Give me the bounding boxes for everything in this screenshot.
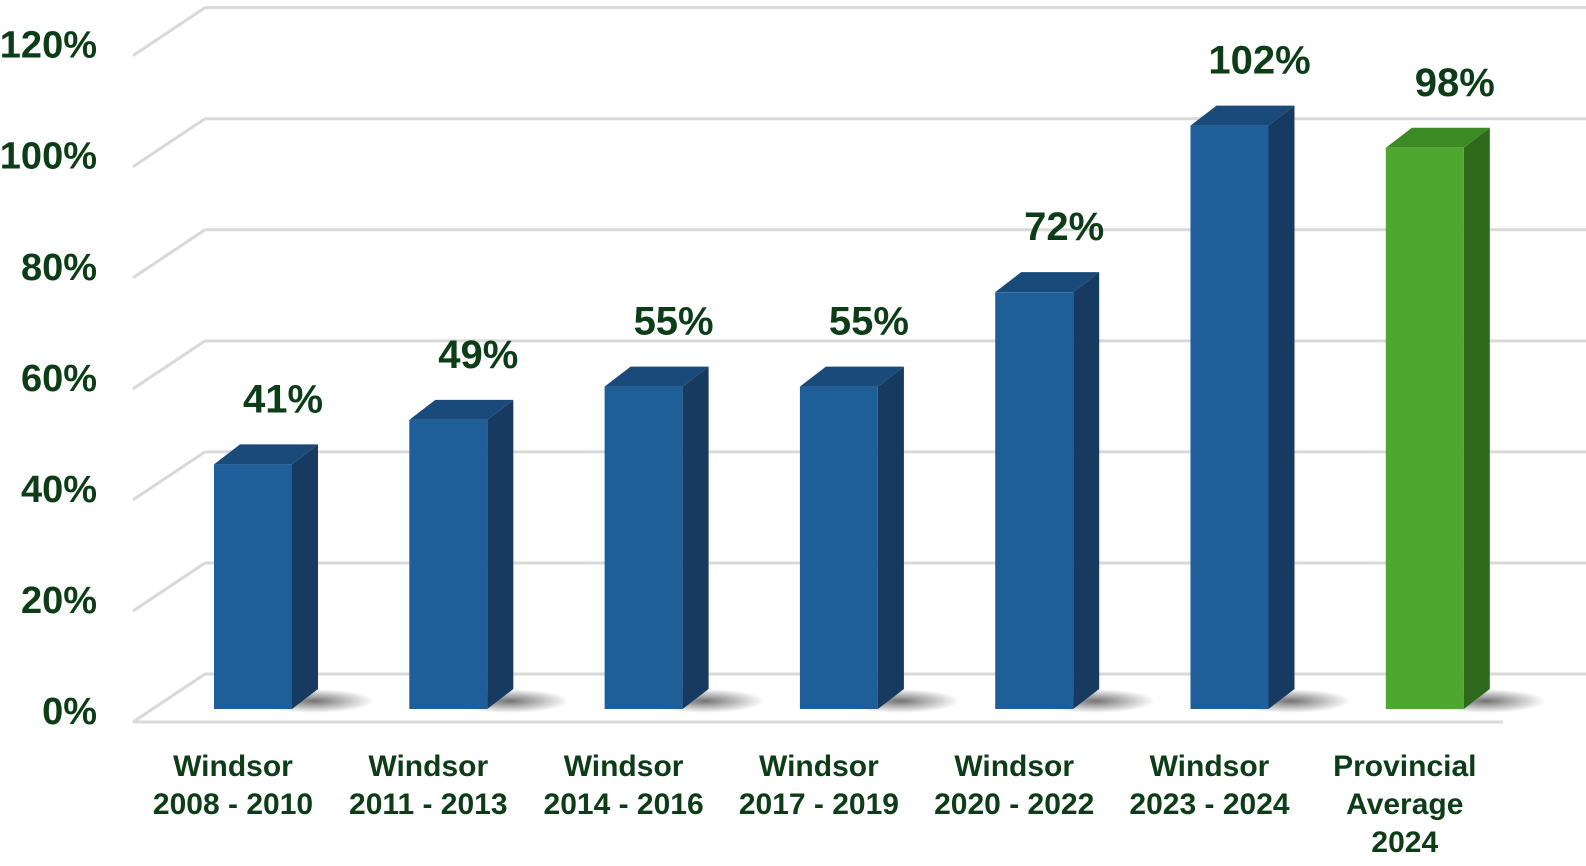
category-label: Windsor 2008 - 2010 — [153, 750, 313, 821]
bar-side — [292, 444, 318, 709]
data-label: 55% — [634, 300, 714, 344]
gridline-diagonal — [132, 672, 206, 724]
bar-top — [995, 272, 1100, 293]
bar-front — [799, 386, 878, 709]
category-label: Windsor 2014 - 2016 — [544, 750, 704, 821]
gridline-diagonal — [132, 561, 206, 613]
bar-front — [995, 292, 1074, 709]
bar-side — [1463, 127, 1490, 709]
bar-top — [799, 366, 904, 387]
gridline-diagonal — [132, 450, 206, 502]
bar-top — [409, 399, 514, 420]
data-label: 49% — [438, 333, 518, 377]
bar — [995, 272, 1100, 709]
bar — [214, 444, 318, 709]
category-label: Windsor 2020 - 2022 — [934, 750, 1094, 821]
category-label: Windsor 2011 - 2013 — [349, 750, 507, 821]
bar-side — [1073, 272, 1100, 709]
bar-front — [604, 386, 683, 709]
data-labels: 41% 49% 55% 55% 72% 102% 98% — [243, 39, 1495, 422]
bar — [799, 366, 904, 709]
gridline-diagonal — [132, 117, 206, 168]
bar-top — [1190, 105, 1295, 126]
gridline-diagonal — [132, 339, 206, 391]
bar — [1385, 127, 1490, 709]
bar-top — [1385, 127, 1490, 148]
bars — [214, 105, 1490, 710]
bar-front — [1385, 147, 1464, 709]
y-tick-label: 20% — [21, 580, 97, 622]
bar-front — [214, 464, 292, 709]
y-tick-label: 100% — [0, 136, 97, 178]
bar-side — [487, 399, 514, 709]
bar — [1190, 105, 1295, 710]
y-tick-label: 0% — [42, 691, 97, 733]
y-tick-label: 40% — [21, 469, 97, 511]
data-label: 55% — [829, 300, 909, 344]
data-label: 72% — [1024, 205, 1104, 249]
bar-front — [409, 419, 488, 709]
y-tick-label: 80% — [21, 247, 97, 289]
bar-side — [682, 366, 709, 709]
bar-side — [1268, 105, 1295, 710]
y-axis-tick-labels: 0% 20% 40% 60% 80% 100% 120% — [0, 25, 97, 733]
category-label: Windsor 2023 - 2024 — [1129, 750, 1289, 821]
data-label: 98% — [1415, 61, 1495, 105]
bar-top — [214, 444, 318, 465]
category-label: Provincial Average 2024 — [1333, 750, 1476, 859]
y-tick-label: 120% — [0, 25, 97, 67]
bar-top — [604, 366, 709, 387]
category-labels: Windsor 2008 - 2010 Windsor 2011 - 2013 Wind… — [153, 750, 1477, 859]
bar — [409, 399, 514, 709]
category-label: Windsor 2017 - 2019 — [739, 750, 899, 821]
data-label: 41% — [243, 377, 323, 421]
data-label: 102% — [1208, 39, 1310, 83]
gridline-diagonal — [132, 6, 206, 57]
gridline-diagonal — [132, 228, 206, 280]
bar — [604, 366, 709, 709]
y-tick-label: 60% — [21, 358, 97, 400]
bar-side — [877, 366, 904, 709]
bar-front — [1190, 125, 1269, 710]
